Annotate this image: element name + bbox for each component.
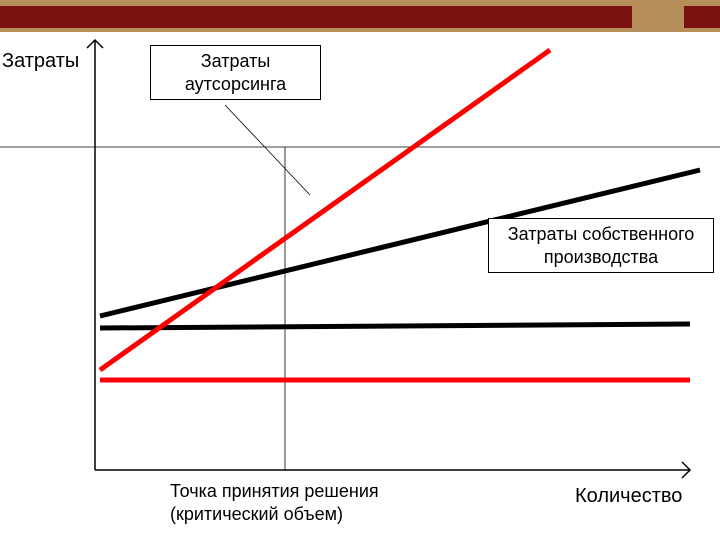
outsourcing-label-line1: Затраты — [201, 51, 271, 71]
decision-point-label: Точка принятия решения (критический объе… — [170, 480, 379, 525]
own-production-label-box: Затраты собственного производства — [488, 218, 714, 273]
black-horizontal-line — [100, 324, 690, 328]
outsourcing-label-box: Затраты аутсорсинга — [150, 45, 321, 100]
decision-point-line1: Точка принятия решения — [170, 481, 379, 501]
decision-point-line2: (критический объем) — [170, 504, 343, 524]
outsourcing-label-line2: аутсорсинга — [185, 74, 286, 94]
own-production-label-line1: Затраты собственного — [508, 224, 695, 244]
y-axis-label: Затраты — [2, 50, 79, 73]
own-production-label-line2: производства — [544, 247, 658, 267]
leader-line — [225, 105, 310, 195]
x-axis-label: Количество — [575, 485, 682, 508]
